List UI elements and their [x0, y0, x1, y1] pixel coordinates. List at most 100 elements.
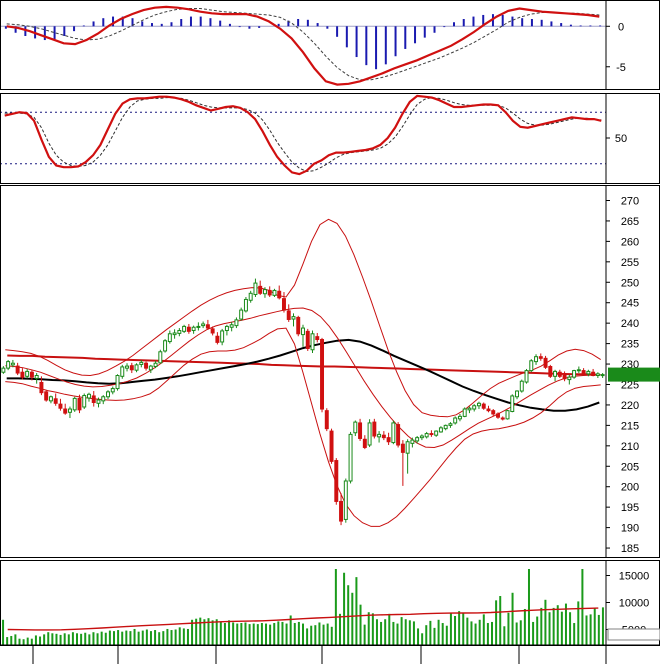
candle-body: [205, 324, 210, 329]
candle-body: [500, 417, 505, 420]
candle-body: [310, 333, 315, 351]
candle-body: [272, 289, 277, 296]
price-tick-label: 220: [621, 400, 639, 412]
candle-body: [576, 369, 581, 372]
candle-body: [377, 433, 382, 438]
candle-body: [15, 365, 20, 374]
candle-body: [20, 371, 25, 378]
candle-body: [281, 298, 286, 311]
candle-body: [177, 330, 182, 334]
date-axis: [32, 645, 520, 664]
candle-body: [153, 362, 158, 368]
candle-body: [553, 370, 558, 377]
candle-body: [53, 398, 58, 404]
candle-body: [581, 370, 586, 375]
candle-body: [557, 371, 562, 377]
price-tick-label: 225: [621, 379, 639, 391]
candle-body: [286, 310, 291, 320]
candle-body: [343, 480, 348, 520]
candle-body: [77, 397, 82, 411]
price-tick-label: 265: [621, 216, 639, 228]
price-tick-label: 255: [621, 257, 639, 269]
candle-body: [429, 433, 434, 436]
candle-body: [462, 408, 467, 417]
candle-body: [220, 330, 225, 343]
volume-moving-average-line: [7, 607, 599, 631]
candle-body: [472, 405, 477, 410]
candle-body: [186, 326, 191, 332]
price-panel: [1, 218, 605, 527]
candle-body: [353, 421, 358, 434]
candle-body: [106, 391, 110, 398]
macd-tick-label: 0: [618, 21, 624, 33]
candle-body: [72, 397, 77, 411]
candle-body: [320, 339, 325, 410]
bollinger-middle-line: [5, 307, 601, 449]
candle-body: [519, 380, 524, 392]
candle-body: [339, 500, 344, 522]
price-tick-label: 190: [621, 523, 639, 535]
price-frame: [0, 185, 660, 558]
price-tick-label: 270: [621, 195, 639, 207]
candle-body: [505, 410, 510, 420]
candle-body: [243, 298, 248, 312]
candle-body: [196, 325, 201, 328]
candle-body: [529, 360, 534, 372]
candle-body: [358, 422, 363, 439]
candle-body: [515, 390, 519, 398]
candle-body: [324, 410, 329, 430]
candle-body: [301, 327, 305, 336]
candle-body: [134, 364, 139, 371]
candle-body: [239, 309, 244, 320]
candle-body: [58, 403, 63, 409]
medium-moving-average-line: [6, 338, 600, 412]
candle-body: [524, 370, 529, 383]
candle-body: [496, 413, 500, 418]
candle-body: [329, 430, 334, 462]
candle-body: [562, 374, 567, 380]
candle-body: [453, 417, 458, 424]
candle-body: [224, 325, 229, 332]
candle-body: [129, 365, 134, 371]
candle-body: [182, 325, 187, 332]
candle-body: [305, 330, 310, 350]
candle-body: [25, 370, 30, 377]
price-tick-label: 245: [621, 298, 639, 310]
candle-body: [405, 441, 410, 454]
candle-body: [510, 395, 515, 412]
volume-frame: [0, 560, 660, 646]
candle-body: [48, 396, 53, 402]
candle-body: [481, 403, 486, 409]
candle-body: [115, 374, 120, 390]
candle-body: [258, 285, 263, 294]
candle-body: [144, 362, 149, 369]
candle-body: [10, 362, 15, 366]
candle-body: [348, 433, 353, 482]
candle-body: [572, 370, 577, 378]
candle-body: [167, 333, 172, 343]
candle-body: [158, 351, 163, 364]
candle-body: [1, 367, 6, 373]
candle-body: [125, 365, 130, 369]
candle-body: [476, 402, 481, 407]
candle-body: [434, 430, 439, 436]
candle-body: [296, 316, 301, 335]
oscillator-signal-line: [4, 97, 602, 173]
candle-body: [34, 374, 39, 379]
candle-body: [262, 289, 267, 295]
candle-body: [87, 393, 91, 399]
candle-body: [410, 439, 415, 444]
candle-body: [334, 460, 339, 502]
candle-body: [291, 316, 296, 320]
candle-body: [277, 290, 282, 299]
long-moving-average-line: [7, 354, 599, 376]
candle-body: [148, 365, 153, 371]
price-tick-label: 200: [621, 482, 639, 494]
candle-body: [424, 433, 429, 438]
candle-body: [82, 395, 87, 408]
candle-body: [163, 340, 168, 352]
candle-body: [386, 437, 391, 443]
price-tick-label: 210: [621, 441, 639, 453]
candle-body: [362, 438, 367, 448]
